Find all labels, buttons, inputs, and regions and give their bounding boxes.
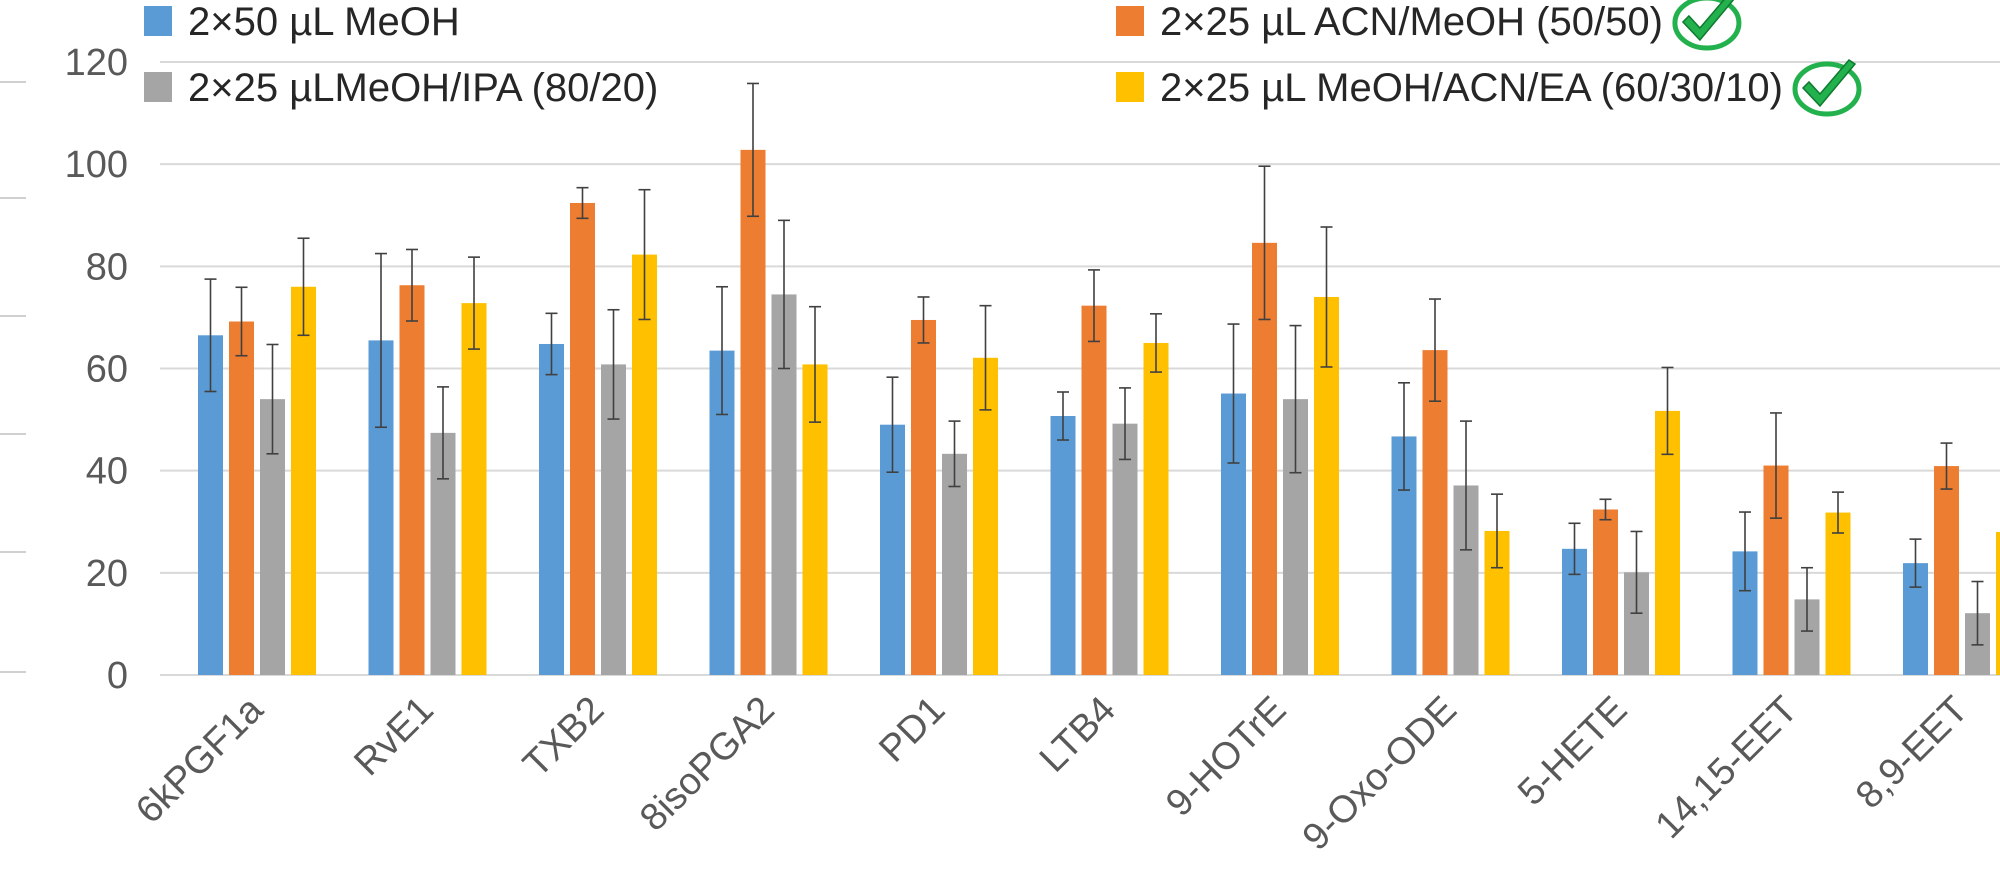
bar: [1050, 416, 1076, 675]
bar-group-5-HETE: [1562, 366, 1680, 675]
outer-axis-ticks: [0, 81, 26, 673]
bar: [539, 343, 564, 675]
bar: [570, 202, 595, 676]
legend-swatch: [1116, 6, 1144, 36]
bar: [632, 254, 657, 675]
legend-swatch: [144, 6, 172, 36]
bar: [1112, 423, 1138, 675]
bar-group-6kPGF1a: [198, 237, 316, 675]
x-axis: 6kPGF1a RvE1 TXB2 8isoPGA2 PD1 LTB4 9-HOTrE 9-O…: [128, 688, 1976, 859]
checkmark-tick: [1801, 59, 1857, 108]
y-tick-label: 20: [86, 553, 128, 595]
bar: [1825, 512, 1851, 675]
x-tick-label: 8,9-EET: [1848, 689, 1976, 817]
y-tick-label: 40: [86, 451, 128, 493]
bar-group-9-Oxo-ODE: [1391, 298, 1510, 675]
y-tick-label: 60: [86, 349, 128, 391]
legend-label: 2×25 µL MeOH/ACN/EA (60/30/10): [1160, 66, 1783, 110]
bar-group-8isoPGA2: [709, 82, 828, 675]
x-tick-label: 8isoPGA2: [632, 689, 783, 840]
legend-item: 2×25 µL MeOH/ACN/EA (60/30/10): [1116, 59, 1862, 117]
x-tick-label: 14,15-EET: [1648, 689, 1806, 847]
x-tick-label: RvE1: [346, 689, 441, 784]
legend: 2×50 µL MeOH 2×25 µL ACN/MeOH (50/50) 2×25…: [144, 0, 1862, 117]
bar: [399, 285, 425, 675]
x-tick-label: 9-HOTrE: [1158, 689, 1294, 825]
bar: [1934, 466, 1959, 675]
x-tick-label: 9-Oxo-ODE: [1295, 689, 1465, 859]
legend-label: 2×25 µLMeOH/IPA (80/20): [188, 66, 658, 110]
legend-label: 2×25 µL ACN/MeOH (50/50): [1160, 0, 1663, 44]
bar: [291, 286, 316, 675]
y-tick-label: 80: [86, 246, 128, 288]
bar: [461, 303, 487, 675]
legend-swatch: [144, 72, 172, 102]
bar-group-TXB2: [539, 186, 657, 676]
bar: [1996, 531, 2000, 675]
bar-group-LTB4: [1050, 269, 1169, 675]
bar-group-PD1: [880, 296, 998, 675]
x-tick-label: LTB4: [1032, 689, 1124, 781]
x-tick-label: 5-HETE: [1510, 689, 1635, 814]
y-tick-label: 0: [107, 655, 128, 697]
bar: [1081, 305, 1107, 675]
x-tick-label: PD1: [871, 689, 953, 771]
legend-item: 2×25 µLMeOH/IPA (80/20): [144, 66, 658, 110]
bar-group-9-HOTrE: [1221, 165, 1339, 675]
bar-group-14,15-EET: [1732, 412, 1851, 675]
bar-group-RvE1: [368, 248, 487, 675]
legend-item: 2×50 µL MeOH: [144, 0, 460, 44]
legend-swatch: [1116, 72, 1144, 102]
bar: [740, 149, 766, 675]
bar: [942, 453, 967, 675]
bar: [229, 321, 254, 675]
legend-label: 2×50 µL MeOH: [188, 0, 460, 44]
y-tick-label: 120: [65, 42, 128, 84]
checkmark-icon: [1792, 59, 1862, 117]
bar: [911, 319, 936, 675]
x-tick-label: TXB2: [515, 689, 612, 786]
bar: [1593, 509, 1618, 675]
bar: [1143, 342, 1169, 675]
legend-item: 2×25 µL ACN/MeOH (50/50): [1116, 0, 1742, 51]
bar: [1422, 350, 1448, 675]
bar-groups: [198, 82, 2000, 676]
x-tick-label: 6kPGF1a: [128, 688, 272, 832]
y-tick-label: 100: [65, 144, 128, 186]
y-axis: 0 20 40 60 80 100 120: [65, 42, 128, 697]
checkmark-tick: [1681, 0, 1735, 42]
bar-group-8,9-EET: [1903, 442, 2000, 675]
checkmark-icon: [1672, 0, 1742, 51]
